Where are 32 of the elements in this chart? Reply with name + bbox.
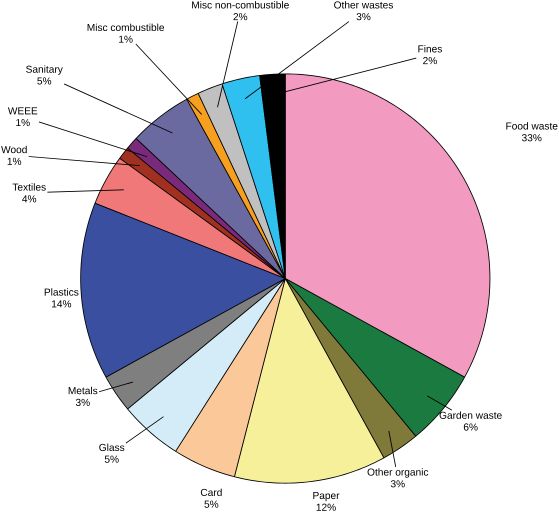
data-label: 1% [119,36,133,43]
data-label: 5% [104,456,119,463]
slice-label: Paper [313,492,340,502]
slice-label: Textiles [12,183,46,191]
slice-label: Wood [1,146,27,154]
slice-label: Glass [99,444,124,452]
slice-label: Metals [68,386,98,394]
slice-label: Other organic [368,468,428,478]
slice-label: WEEE [8,107,38,114]
data-label: 12% [316,504,336,511]
slice-label: Fines [418,45,442,53]
slice-label: Misc combustible [88,24,164,32]
slice-label: Sanitary [26,65,63,75]
data-label: 2% [423,57,437,64]
data-label: 14% [52,300,72,308]
slice-label: Food waste [506,122,558,130]
slice-label: Misc non-combustible [192,1,289,9]
slice-label: Plastics [44,288,78,296]
data-label: 3% [356,13,370,20]
data-label: 3% [76,398,90,406]
data-label: 5% [204,500,218,508]
slice-label: Card [200,488,222,496]
data-label: 1% [8,158,22,165]
slice-label: Other wastes [334,1,394,9]
data-label: 5% [37,77,52,85]
data-label: 4% [22,195,36,202]
slice-label: Garden waste [440,412,502,419]
data-label: 33% [522,134,542,142]
data-label: 3% [390,480,405,488]
data-label: 2% [233,13,248,20]
data-label: 6% [464,424,478,431]
data-label: 1% [16,119,30,126]
